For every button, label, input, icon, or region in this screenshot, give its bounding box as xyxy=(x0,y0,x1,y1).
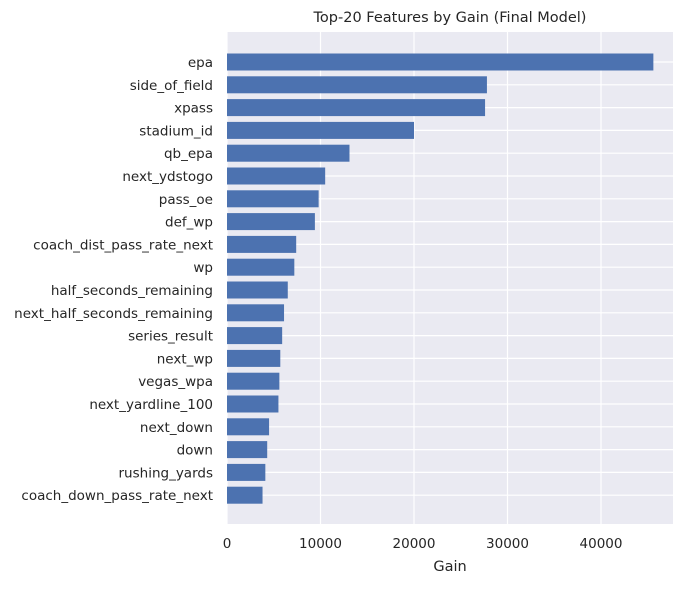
y-tick-label: next_yardline_100 xyxy=(89,397,213,413)
bar-qb-epa xyxy=(227,144,350,162)
y-tick-label: coach_down_pass_rate_next xyxy=(21,488,213,504)
y-tick-label: vegas_wpa xyxy=(138,374,213,390)
y-tick-label: half_seconds_remaining xyxy=(51,283,213,299)
y-tick-label: def_wp xyxy=(165,215,213,231)
chart-title: Top-20 Features by Gain (Final Model) xyxy=(313,10,587,26)
bar-def-wp xyxy=(227,213,315,231)
bar-coach-down-pass-rate-next xyxy=(227,486,263,504)
bar-half-seconds-remaining xyxy=(227,281,288,299)
y-tick-label: next_down xyxy=(140,420,213,436)
bar-stadium-id xyxy=(227,121,415,139)
y-tick-label: down xyxy=(177,443,213,459)
y-tick-label: pass_oe xyxy=(159,192,213,208)
y-tick-label: epa xyxy=(188,55,213,71)
bar-side-of-field xyxy=(227,76,487,94)
bar-pass-oe xyxy=(227,190,319,208)
x-tick-label: 10000 xyxy=(299,536,342,552)
bar-next-half-seconds-remaining xyxy=(227,304,285,322)
bar-coach-dist-pass-rate-next xyxy=(227,235,297,253)
bar-next-ydstogo xyxy=(227,167,326,185)
x-axis-label: Gain xyxy=(433,559,466,575)
x-tick-label: 20000 xyxy=(393,536,436,552)
y-tick-label: side_of_field xyxy=(130,78,213,94)
bar-down xyxy=(227,441,268,459)
x-tick-label: 30000 xyxy=(486,536,529,552)
bar-epa xyxy=(227,53,654,71)
y-tick-label: qb_epa xyxy=(164,146,213,162)
bar-next-yardline-100 xyxy=(227,395,279,413)
bar-xpass xyxy=(227,99,486,117)
y-tick-label: wp xyxy=(193,260,213,276)
bar-wp xyxy=(227,258,295,276)
y-tick-label: coach_dist_pass_rate_next xyxy=(33,237,213,253)
y-tick-label: rushing_yards xyxy=(119,465,214,481)
x-tick-label: 40000 xyxy=(580,536,623,552)
x-tick-labels: 0 10000 20000 30000 40000 xyxy=(223,536,623,552)
y-tick-label: series_result xyxy=(128,329,213,345)
bars xyxy=(227,53,654,504)
y-tick-label: stadium_id xyxy=(139,123,213,139)
x-tick-label: 0 xyxy=(223,536,232,552)
bar-vegas-wpa xyxy=(227,372,280,390)
bar-series-result xyxy=(227,327,283,345)
y-tick-label: next_ydstogo xyxy=(122,169,213,185)
y-tick-label: next_wp xyxy=(157,351,213,367)
bar-next-wp xyxy=(227,349,281,367)
bar-rushing-yards xyxy=(227,463,266,481)
y-tick-label: xpass xyxy=(174,101,213,117)
bar-next-down xyxy=(227,418,270,436)
y-tick-label: next_half_seconds_remaining xyxy=(14,306,213,322)
